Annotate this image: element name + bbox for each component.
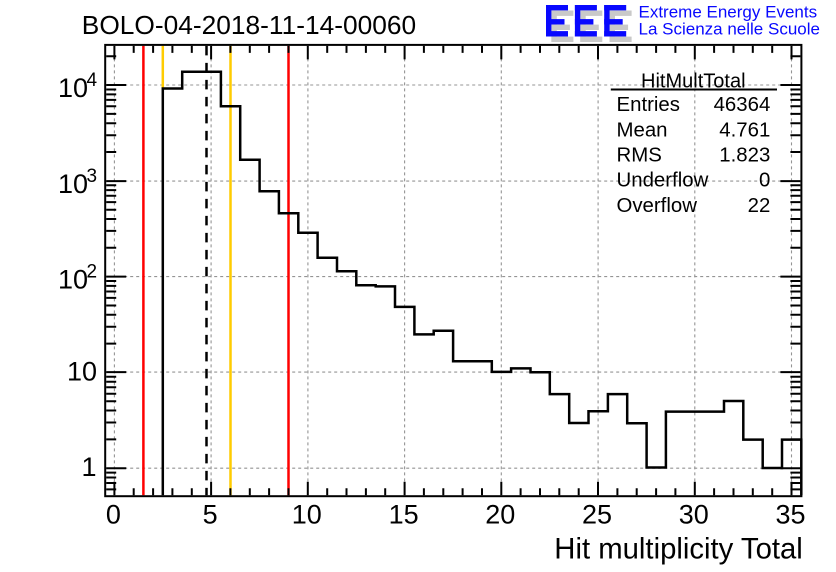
svg-text:0: 0 [759, 170, 770, 192]
svg-text:22: 22 [748, 195, 771, 217]
svg-text:HitMultTotal: HitMultTotal [641, 71, 745, 93]
svg-text:1.823: 1.823 [719, 145, 770, 167]
svg-text:5: 5 [203, 499, 218, 529]
svg-text:La Scienza nelle Scuole: La Scienza nelle Scuole [639, 20, 820, 39]
svg-text:Mean: Mean [617, 120, 668, 142]
svg-text:35: 35 [775, 499, 805, 529]
svg-text:10: 10 [58, 265, 88, 295]
svg-text:10: 10 [58, 169, 88, 199]
svg-text:10: 10 [67, 357, 97, 387]
svg-text:15: 15 [389, 499, 419, 529]
svg-text:Extreme Energy Events: Extreme Energy Events [639, 2, 818, 21]
svg-text:10: 10 [292, 499, 322, 529]
svg-text:Underflow: Underflow [617, 170, 709, 192]
svg-text:1: 1 [81, 452, 96, 482]
svg-text:2: 2 [87, 262, 98, 283]
svg-text:4.761: 4.761 [719, 120, 770, 142]
svg-text:25: 25 [582, 499, 612, 529]
svg-text:30: 30 [679, 499, 709, 529]
svg-text:46364: 46364 [714, 94, 771, 116]
svg-text:Overflow: Overflow [617, 195, 698, 217]
svg-text:4: 4 [87, 70, 98, 91]
svg-text:20: 20 [485, 499, 515, 529]
svg-text:0: 0 [106, 499, 121, 529]
svg-text:Entries: Entries [617, 94, 680, 116]
svg-text:BOLO-04-2018-11-14-00060: BOLO-04-2018-11-14-00060 [82, 10, 416, 40]
svg-text:RMS: RMS [617, 145, 662, 167]
svg-text:10: 10 [58, 73, 88, 103]
svg-text:Hit multiplicity Total: Hit multiplicity Total [554, 533, 803, 566]
svg-text:3: 3 [87, 166, 98, 187]
